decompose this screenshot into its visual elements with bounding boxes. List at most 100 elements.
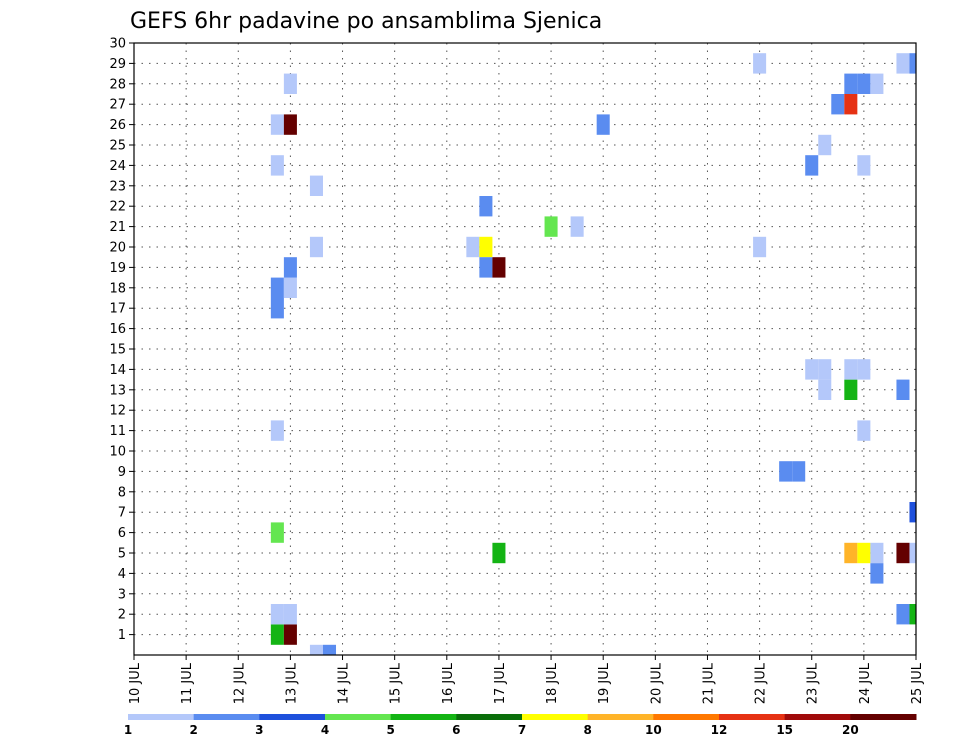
y-tick-label: 7 [118, 506, 126, 521]
y-tick-label: 1 [118, 628, 126, 643]
x-axis-ticks: 10 JUL 11 JUL 12 JUL 13 JUL 14 JUL 15 JUL 16 J… [128, 655, 925, 704]
colorbar-swatch [259, 714, 326, 720]
y-tick-label: 2 [118, 608, 126, 623]
data-cell [857, 73, 871, 94]
data-cell [896, 542, 910, 564]
x-tick-label: 10 JUL [128, 662, 143, 704]
colorbar-label: 5 [386, 723, 394, 737]
data-cell [870, 563, 884, 584]
data-cell [270, 298, 284, 319]
y-tick-label: 15 [109, 343, 126, 358]
colorbar-label: 8 [583, 723, 591, 737]
data-cell [479, 236, 493, 258]
data-cell [857, 359, 871, 380]
data-cell [270, 604, 284, 625]
y-tick-label: 24 [109, 159, 126, 174]
data-cell [466, 236, 480, 258]
y-tick-label: 26 [109, 118, 126, 133]
data-cell [805, 359, 819, 380]
colorbar-swatch [653, 714, 720, 720]
data-cell [909, 53, 916, 74]
y-tick-label: 5 [118, 547, 126, 562]
colorbar-swatch [390, 714, 457, 720]
data-cell [283, 257, 297, 278]
data-cell [596, 114, 610, 135]
data-cell [844, 73, 858, 94]
colorbar-label: 1 [124, 723, 132, 737]
x-tick-label: 18 JUL [545, 662, 560, 704]
data-cell [283, 624, 297, 645]
y-tick-label: 28 [109, 77, 126, 92]
colorbar-label: 6 [452, 723, 460, 737]
colorbar-swatch [128, 714, 195, 720]
colorbar-label: 10 [645, 723, 662, 737]
data-cell [870, 542, 884, 564]
x-tick-label: 16 JUL [441, 662, 456, 704]
data-cell [818, 359, 832, 380]
y-tick-label: 30 [109, 37, 126, 52]
data-cell [270, 624, 284, 645]
data-cell [870, 73, 884, 94]
y-tick-label: 22 [109, 200, 126, 215]
x-tick-label: 21 JUL [701, 662, 716, 704]
data-cell [844, 542, 858, 564]
x-tick-label: 13 JUL [284, 662, 299, 704]
grid-lines [134, 43, 916, 655]
data-cell [570, 216, 584, 237]
colorbar-label: 15 [776, 723, 793, 737]
colorbar-swatch [784, 714, 851, 720]
data-cell [270, 155, 284, 176]
colorbar-swatch [193, 714, 260, 720]
data-cell [544, 216, 558, 237]
y-tick-label: 14 [109, 363, 126, 378]
data-cell [283, 114, 297, 135]
colorbar-label: 7 [518, 723, 526, 737]
x-tick-label: 19 JUL [597, 662, 612, 704]
data-cell [844, 359, 858, 380]
data-cell [805, 155, 819, 176]
data-cell [283, 73, 297, 94]
x-tick-label: 25 JUL [910, 662, 925, 704]
data-cell [309, 236, 323, 258]
data-cell [309, 175, 323, 196]
colorbar-swatch [522, 714, 589, 720]
data-cell [896, 379, 910, 400]
data-cell [831, 94, 845, 115]
x-tick-label: 11 JUL [180, 662, 195, 704]
data-cell [283, 604, 297, 625]
y-tick-label: 29 [109, 57, 126, 72]
data-cell [857, 542, 871, 564]
data-cell [753, 236, 767, 258]
x-tick-label: 23 JUL [806, 662, 821, 704]
data-cell [909, 502, 916, 523]
y-tick-label: 4 [118, 567, 126, 582]
data-cell [844, 379, 858, 400]
data-cell [492, 542, 506, 564]
data-cell [270, 522, 284, 543]
y-tick-label: 9 [118, 465, 126, 480]
data-cell [896, 53, 910, 74]
y-tick-label: 20 [109, 241, 126, 256]
x-tick-label: 24 JUL [858, 662, 873, 704]
y-axis-ticks: 1234567891011121314151617181920212223242… [109, 37, 134, 643]
y-tick-label: 18 [109, 281, 126, 296]
data-cell [818, 379, 832, 400]
colorbar-swatch [850, 714, 917, 720]
y-tick-label: 27 [109, 98, 126, 113]
data-cell [270, 277, 284, 298]
data-cell [909, 604, 916, 625]
colorbar-label: 2 [189, 723, 197, 737]
data-cell [909, 542, 916, 564]
y-tick-label: 3 [118, 587, 126, 602]
x-tick-label: 15 JUL [389, 662, 404, 704]
data-cell [896, 604, 910, 625]
y-tick-label: 21 [109, 220, 126, 235]
data-cell [844, 94, 858, 115]
y-tick-label: 13 [109, 383, 126, 398]
chart-title: GEFS 6hr padavine po ansamblima Sjenica [130, 9, 602, 34]
data-cell [479, 196, 493, 217]
y-tick-label: 6 [118, 526, 126, 541]
data-cell [779, 461, 793, 482]
data-cell [818, 134, 832, 156]
